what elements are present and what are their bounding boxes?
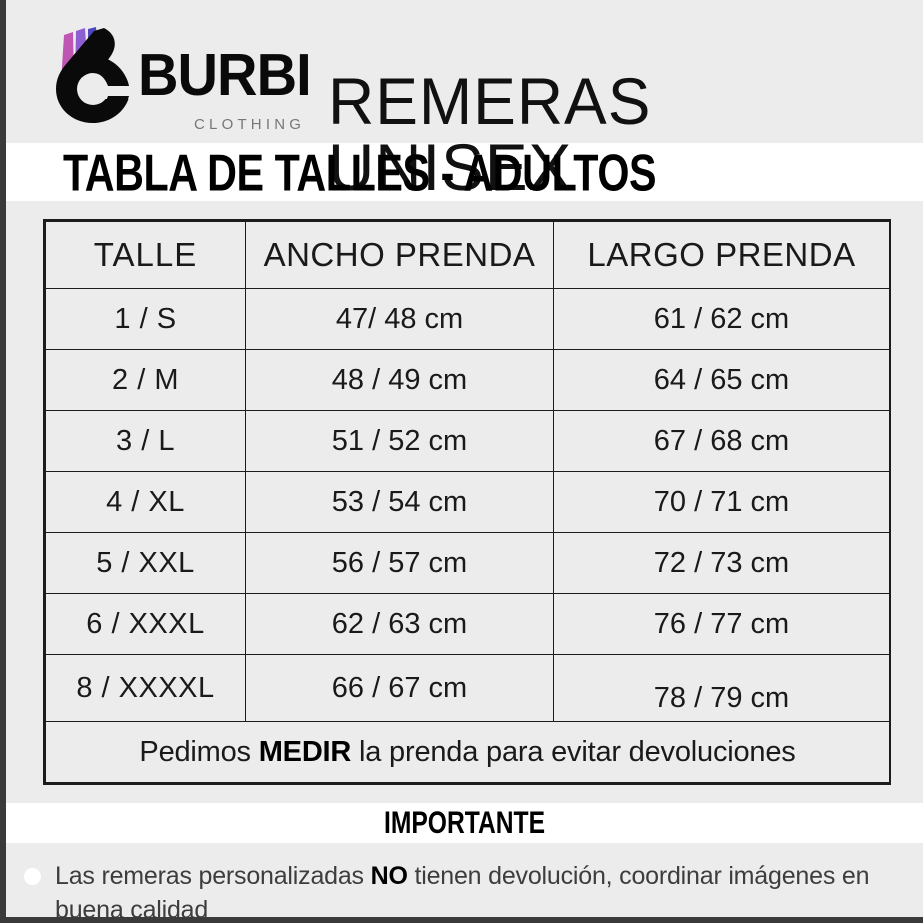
table-header-row: TALLE ANCHO PRENDA LARGO PRENDA: [45, 221, 890, 289]
header: BURBI CLOTHING REMERAS UNISEX: [6, 0, 923, 200]
cell-ancho: 48 / 49 cm: [245, 349, 554, 411]
page-title: REMERAS UNISEX: [328, 64, 652, 204]
subtitle-band: TABLA DE TALLES - ADULTOS: [6, 143, 923, 203]
cell-talle: 3 / L: [45, 410, 246, 472]
note-text: Las remeras personalizadas NO tienen dev…: [55, 859, 923, 917]
size-chart-page: BURBI CLOTHING REMERAS UNISEX TABLA DE T…: [6, 0, 923, 917]
cell-talle: 6 / XXXL: [45, 593, 246, 655]
table-row: 8 / XXXXL 66 / 67 cm 78 / 79 cm: [45, 654, 890, 722]
table-footnote: Pedimos MEDIR la prenda para evitar devo…: [45, 721, 890, 783]
footnote-emphasis: MEDIR: [258, 735, 352, 768]
table-row: 5 / XXL 56 / 57 cm 72 / 73 cm: [45, 532, 890, 594]
size-table-container: TALLE ANCHO PRENDA LARGO PRENDA 1 / S 47…: [43, 219, 891, 785]
cell-largo: 76 / 77 cm: [553, 593, 890, 655]
note-before: Las remeras personalizadas: [55, 862, 371, 890]
size-table: TALLE ANCHO PRENDA LARGO PRENDA 1 / S 47…: [45, 221, 890, 783]
table-row: 6 / XXXL 62 / 63 cm 76 / 77 cm: [45, 593, 890, 655]
cell-talle: 2 / M: [45, 349, 246, 411]
cell-talle: 1 / S: [45, 288, 246, 350]
note-emphasis: NO: [370, 862, 408, 890]
brand-name: BURBI: [138, 42, 312, 108]
cell-talle: 5 / XXL: [45, 532, 246, 594]
cell-largo: 72 / 73 cm: [553, 532, 890, 594]
cell-ancho: 66 / 67 cm: [245, 654, 554, 722]
footnote-after: la prenda para evitar devoluciones: [351, 735, 796, 768]
brand-tagline: CLOTHING: [194, 116, 306, 133]
column-header-largo: LARGO PRENDA: [553, 221, 890, 289]
important-title: IMPORTANTE: [383, 805, 546, 840]
note-after: tienen devolución, coordinar imágenes en…: [55, 862, 870, 917]
table-row: 2 / M 48 / 49 cm 64 / 65 cm: [45, 349, 890, 411]
important-notes: Las remeras personalizadas NO tienen dev…: [6, 843, 923, 917]
cell-largo: 61 / 62 cm: [553, 288, 890, 350]
cell-ancho: 56 / 57 cm: [245, 532, 554, 594]
cell-ancho: 51 / 52 cm: [245, 410, 554, 472]
cell-ancho: 62 / 63 cm: [245, 593, 554, 655]
table-row: 4 / XL 53 / 54 cm 70 / 71 cm: [45, 471, 890, 533]
cell-ancho: 53 / 54 cm: [245, 471, 554, 533]
cell-largo: 64 / 65 cm: [553, 349, 890, 411]
cell-largo: 78 / 79 cm: [553, 654, 890, 722]
cell-ancho: 47/ 48 cm: [245, 288, 554, 350]
table-row: 1 / S 47/ 48 cm 61 / 62 cm: [45, 288, 890, 350]
footnote-before: Pedimos: [139, 735, 259, 768]
important-band: IMPORTANTE: [6, 803, 923, 843]
table-row: 3 / L 51 / 52 cm 67 / 68 cm: [45, 410, 890, 472]
table-footnote-row: Pedimos MEDIR la prenda para evitar devo…: [45, 721, 890, 783]
column-header-talle: TALLE: [45, 221, 246, 289]
column-header-ancho: ANCHO PRENDA: [245, 221, 554, 289]
table-body: 1 / S 47/ 48 cm 61 / 62 cm 2 / M 48 / 49…: [45, 288, 890, 783]
cell-talle: 4 / XL: [45, 471, 246, 533]
burbi-monogram-icon: [46, 26, 152, 126]
cell-largo: 70 / 71 cm: [553, 471, 890, 533]
brand-logo: BURBI CLOTHING: [46, 24, 312, 136]
cell-largo: 67 / 68 cm: [553, 410, 890, 472]
cell-talle: 8 / XXXXL: [45, 654, 246, 722]
table-header: TALLE ANCHO PRENDA LARGO PRENDA: [45, 221, 890, 289]
list-item: Las remeras personalizadas NO tienen dev…: [6, 859, 923, 917]
subtitle: TABLA DE TALLES - ADULTOS: [63, 145, 657, 203]
bullet-icon: [24, 868, 41, 885]
